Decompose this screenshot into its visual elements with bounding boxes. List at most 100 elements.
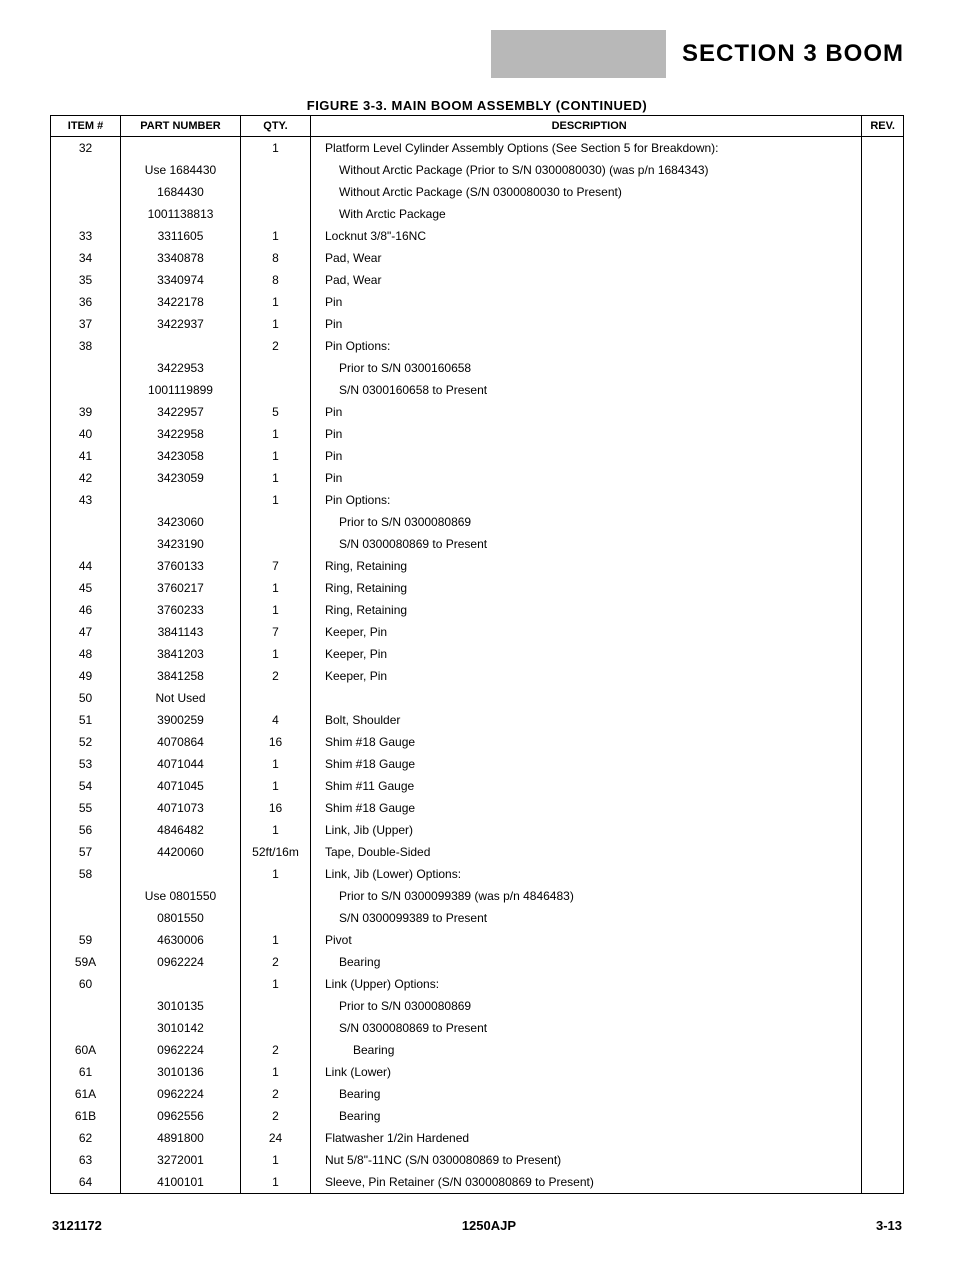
cell-desc: Pin (311, 401, 862, 423)
cell-rev (862, 709, 904, 731)
cell-qty: 1 (241, 775, 311, 797)
cell-part: 3010135 (121, 995, 241, 1017)
cell-rev (862, 533, 904, 555)
cell-desc: Pivot (311, 929, 862, 951)
cell-part: 3900259 (121, 709, 241, 731)
cell-qty (241, 885, 311, 907)
cell-rev (862, 1105, 904, 1127)
table-row: 6130101361Link (Lower) (51, 1061, 904, 1083)
table-row: 3423190S/N 0300080869 to Present (51, 533, 904, 555)
cell-item: 52 (51, 731, 121, 753)
cell-desc: Pin (311, 291, 862, 313)
cell-qty (241, 357, 311, 379)
cell-desc: Shim #18 Gauge (311, 753, 862, 775)
table-row: 4838412031Keeper, Pin (51, 643, 904, 665)
cell-rev (862, 753, 904, 775)
cell-part: Not Used (121, 687, 241, 709)
cell-part: 4891800 (121, 1127, 241, 1149)
cell-qty (241, 379, 311, 401)
cell-qty: 4 (241, 709, 311, 731)
cell-rev (862, 687, 904, 709)
footer-center: 1250AJP (462, 1218, 516, 1233)
cell-qty: 1 (241, 599, 311, 621)
cell-item: 53 (51, 753, 121, 775)
cell-desc: Ring, Retaining (311, 599, 862, 621)
footer-left: 3121172 (52, 1218, 102, 1233)
header-banner: SECTION 3 BOOM (50, 30, 904, 78)
col-header-desc: DESCRIPTION (311, 116, 862, 137)
cell-desc: Prior to S/N 0300099389 (was p/n 4846483… (311, 885, 862, 907)
footer-right: 3-13 (876, 1218, 902, 1233)
cell-part: 3422958 (121, 423, 241, 445)
cell-qty: 24 (241, 1127, 311, 1149)
cell-qty: 1 (241, 643, 311, 665)
cell-item: 51 (51, 709, 121, 731)
col-header-qty: QTY. (241, 116, 311, 137)
cell-qty: 1 (241, 445, 311, 467)
cell-qty: 2 (241, 1105, 311, 1127)
cell-item: 55 (51, 797, 121, 819)
cell-desc: Pin (311, 423, 862, 445)
cell-qty: 1 (241, 423, 311, 445)
cell-rev (862, 379, 904, 401)
cell-qty: 1 (241, 291, 311, 313)
cell-item: 40 (51, 423, 121, 445)
table-row: 4738411437Keeper, Pin (51, 621, 904, 643)
table-row: 61A09622242Bearing (51, 1083, 904, 1105)
cell-item (51, 1017, 121, 1039)
table-row: 3634221781Pin (51, 291, 904, 313)
cell-qty: 1 (241, 489, 311, 511)
cell-desc: Link, Jib (Lower) Options: (311, 863, 862, 885)
cell-item: 60 (51, 973, 121, 995)
cell-desc: Keeper, Pin (311, 665, 862, 687)
table-row: 1001138813With Arctic Package (51, 203, 904, 225)
cell-item: 61A (51, 1083, 121, 1105)
cell-item (51, 885, 121, 907)
cell-qty: 1 (241, 1061, 311, 1083)
cell-qty (241, 995, 311, 1017)
cell-part: 3760133 (121, 555, 241, 577)
table-row: 3934229575Pin (51, 401, 904, 423)
cell-item: 59A (51, 951, 121, 973)
table-row: 4437601337Ring, Retaining (51, 555, 904, 577)
cell-qty: 2 (241, 335, 311, 357)
cell-part: 3340878 (121, 247, 241, 269)
cell-desc: S/N 0300160658 to Present (311, 379, 862, 401)
cell-part: 3010142 (121, 1017, 241, 1039)
cell-item: 34 (51, 247, 121, 269)
cell-qty: 1 (241, 137, 311, 160)
cell-qty: 1 (241, 467, 311, 489)
cell-qty: 1 (241, 929, 311, 951)
cell-item (51, 181, 121, 203)
cell-rev (862, 401, 904, 423)
cell-part: 3423059 (121, 467, 241, 489)
cell-part: 4630006 (121, 929, 241, 951)
parts-table: ITEM # PART NUMBER QTY. DESCRIPTION REV.… (50, 115, 904, 1194)
cell-desc: Pad, Wear (311, 269, 862, 291)
cell-rev (862, 929, 904, 951)
cell-part: 4071044 (121, 753, 241, 775)
table-row: 601Link (Upper) Options: (51, 973, 904, 995)
cell-item: 39 (51, 401, 121, 423)
cell-item: 61B (51, 1105, 121, 1127)
cell-part (121, 973, 241, 995)
cell-desc: Bearing (311, 1105, 862, 1127)
cell-rev (862, 775, 904, 797)
cell-item: 46 (51, 599, 121, 621)
cell-desc: Prior to S/N 0300080869 (311, 995, 862, 1017)
cell-item: 47 (51, 621, 121, 643)
cell-qty: 1 (241, 819, 311, 841)
cell-desc: Prior to S/N 0300160658 (311, 357, 862, 379)
cell-part (121, 863, 241, 885)
cell-item: 63 (51, 1149, 121, 1171)
cell-desc: With Arctic Package (311, 203, 862, 225)
cell-item (51, 533, 121, 555)
cell-part: 4071073 (121, 797, 241, 819)
cell-rev (862, 335, 904, 357)
page-footer: 3121172 1250AJP 3-13 (50, 1218, 904, 1233)
cell-rev (862, 995, 904, 1017)
table-row: 431Pin Options: (51, 489, 904, 511)
cell-part: 3422937 (121, 313, 241, 335)
cell-rev (862, 819, 904, 841)
table-row: 59A09622242Bearing (51, 951, 904, 973)
